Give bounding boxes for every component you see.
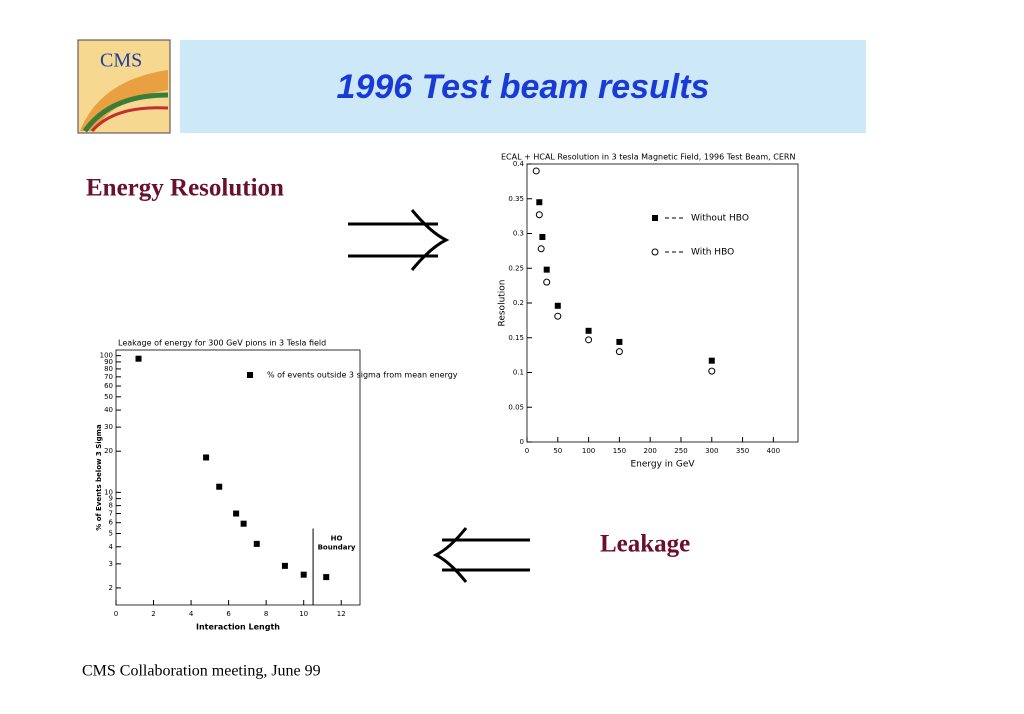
marker (532, 167, 540, 175)
y-tick-label: 20 (104, 447, 113, 455)
chart-title: Leakage of energy for 300 GeV pions in 3… (118, 339, 326, 348)
chart-title: ECAL + HCAL Resolution in 3 tesla Magnet… (501, 153, 795, 162)
y-tick-label: 5 (109, 530, 113, 538)
y-tick-label: 0.3 (513, 230, 524, 238)
chart-frame (90, 340, 370, 630)
y-tick-label: 50 (104, 393, 113, 401)
marker (539, 233, 546, 240)
x-tick-label: 2 (151, 610, 155, 618)
marker (535, 211, 543, 219)
x-tick-label: 6 (226, 610, 231, 618)
marker (135, 355, 142, 362)
legend-entry: Without HBO (691, 214, 749, 224)
y-tick-label: 4 (109, 543, 114, 551)
y-tick-label: 90 (104, 358, 113, 366)
y-tick-label: 80 (104, 365, 113, 373)
marker (554, 302, 561, 309)
y-tick-label: 60 (104, 382, 113, 390)
legend-marker (651, 248, 659, 256)
x-tick-label: 0 (114, 610, 118, 618)
y-axis-label: % of Events below 3 Sigma (95, 424, 103, 531)
marker (585, 336, 593, 344)
x-tick-label: 8 (264, 610, 268, 618)
y-tick-label: 0.2 (513, 299, 524, 307)
y-tick-label: 9 (109, 495, 113, 503)
marker (554, 312, 562, 320)
legend-entry: % of events outside 3 sigma from mean en… (267, 371, 458, 380)
footer: CMS Collaboration meeting, June 99 (82, 663, 321, 680)
marker (300, 571, 307, 578)
y-tick-label: 2 (109, 584, 113, 592)
marker (281, 562, 288, 569)
marker (585, 327, 592, 334)
y-tick-label: 0.15 (508, 334, 524, 342)
marker (536, 199, 543, 206)
marker (708, 357, 715, 364)
energy-label: Energy Resolution (86, 175, 284, 202)
y-tick-label: 10 (104, 488, 113, 496)
legend-marker (652, 215, 658, 221)
y-tick-label: 100 (100, 352, 113, 360)
x-tick-label: 150 (613, 447, 626, 455)
marker (543, 278, 551, 286)
arrow-left (432, 527, 530, 583)
y-tick-label: 0.1 (513, 369, 524, 377)
x-axis-label: Energy in GeV (630, 460, 695, 470)
y-tick-label: 0.4 (513, 160, 525, 168)
marker (240, 520, 247, 527)
marker (543, 266, 550, 273)
y-tick-label: 3 (109, 560, 113, 568)
y-tick-label: 0.25 (508, 264, 524, 272)
x-tick-label: 50 (553, 447, 562, 455)
slide-title: 1996 Test beam results (337, 68, 710, 106)
plot-area (115, 349, 361, 606)
marker (233, 510, 240, 517)
marker (203, 454, 210, 461)
y-tick-label: 0 (520, 438, 524, 446)
y-tick-label: 30 (104, 423, 113, 431)
arrow-right (348, 209, 450, 271)
annotation: HO Boundary (318, 535, 356, 552)
y-tick-label: 6 (109, 519, 114, 527)
y-tick-label: 0.35 (508, 195, 524, 203)
title-band (180, 40, 866, 133)
x-tick-label: 100 (582, 447, 595, 455)
y-tick-label: 7 (109, 510, 113, 518)
legend-marker (247, 372, 253, 378)
x-axis-label: Interaction Length (196, 623, 280, 632)
x-tick-label: 300 (705, 447, 718, 455)
marker (616, 338, 623, 345)
y-tick-label: 8 (109, 502, 113, 510)
marker (323, 574, 330, 581)
x-tick-label: 4 (189, 610, 194, 618)
y-tick-label: 0.05 (508, 403, 524, 411)
y-tick-label: 40 (104, 406, 113, 414)
marker (615, 348, 623, 356)
leakage-label: Leakage (600, 531, 690, 558)
y-axis-label: Resolution (498, 279, 508, 326)
x-tick-label: 400 (767, 447, 780, 455)
x-tick-label: 250 (674, 447, 687, 455)
x-tick-label: 350 (736, 447, 749, 455)
chart-frame (488, 145, 828, 455)
y-tick-label: 70 (104, 373, 113, 381)
marker (216, 483, 223, 490)
marker (708, 367, 716, 375)
marker (537, 245, 545, 253)
logo-text: CMS (100, 50, 142, 72)
x-tick-label: 10 (299, 610, 308, 618)
marker (253, 540, 260, 547)
x-tick-label: 0 (525, 447, 529, 455)
logo: CMS (77, 39, 171, 134)
x-tick-label: 200 (643, 447, 656, 455)
x-tick-label: 12 (337, 610, 346, 618)
legend-entry: With HBO (691, 248, 734, 258)
